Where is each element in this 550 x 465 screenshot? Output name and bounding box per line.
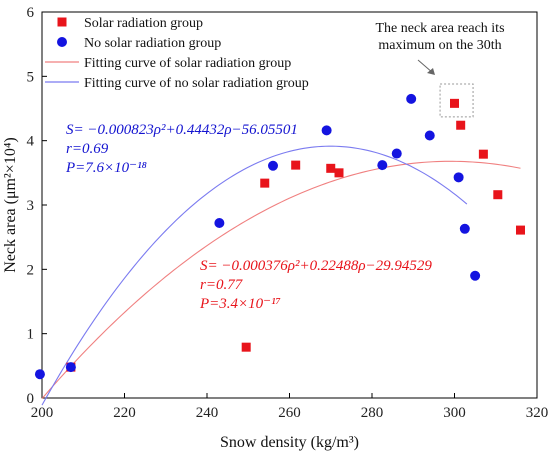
- no-solar-point-3: [214, 218, 225, 229]
- y-tick-label-4: 4: [27, 134, 35, 150]
- solar-point-4: [291, 160, 301, 170]
- solar-point-3: [260, 178, 270, 188]
- solar-point-7: [450, 98, 459, 108]
- equation-1-line-1: S= −0.000823ρ²+0.44432ρ−56.05501: [66, 122, 298, 138]
- legend-marker-solar: [57, 17, 67, 27]
- solar-point-9: [478, 149, 488, 159]
- equation-1-line-2: r=0.69: [66, 141, 109, 157]
- legend-label-2: Fitting curve of solar radiation group: [84, 56, 291, 71]
- y-tick-label-2: 2: [27, 262, 35, 278]
- y-axis-title: Neck area (μm²×10⁴): [2, 137, 19, 272]
- solar-point-8: [456, 120, 466, 130]
- no-solar-point-1: [34, 369, 45, 380]
- legend-label-3: Fitting curve of no solar radiation grou…: [84, 76, 309, 91]
- equation-2-line-3: P=3.4×10⁻¹⁷: [199, 296, 281, 312]
- x-tick-label-300: 300: [443, 405, 466, 421]
- x-tick-label-200: 200: [31, 405, 54, 421]
- no-solar-point-7: [391, 148, 402, 159]
- equation-2-line-1: S= −0.000376ρ²+0.22488ρ−29.94529: [200, 258, 432, 274]
- equation-2-line-2: r=0.77: [200, 277, 244, 293]
- y-tick-label-5: 5: [27, 69, 35, 85]
- fitting-curve-2: [41, 145, 468, 406]
- x-axis-title: Snow density (kg/m³): [220, 434, 359, 451]
- legend-label-0: Solar radiation group: [84, 16, 203, 31]
- legend-marker-no-solar: [57, 37, 67, 47]
- solar-point-2: [241, 342, 251, 352]
- annotation-line-2: maximum on the 30th: [378, 38, 501, 53]
- x-tick-label-280: 280: [361, 405, 384, 421]
- fitting-curve-1: [41, 160, 521, 399]
- legend-label-1: No solar radiation group: [84, 36, 221, 51]
- no-solar-point-6: [377, 160, 388, 171]
- solar-point-11: [516, 225, 525, 235]
- annotation-box: [439, 83, 474, 118]
- solar-point-10: [493, 190, 503, 200]
- data-points: [34, 93, 525, 380]
- x-tick-label-260: 260: [278, 405, 301, 421]
- no-solar-point-12: [470, 270, 481, 281]
- no-solar-point-9: [424, 130, 435, 141]
- solar-point-5: [326, 163, 336, 173]
- equation-1-line-3: P=7.6×10⁻¹⁸: [65, 160, 147, 176]
- fitting-curves: [41, 145, 521, 406]
- annotation-arrow-head: [427, 68, 435, 75]
- x-tick-label-320: 320: [526, 405, 549, 421]
- y-tick-label-3: 3: [27, 198, 35, 214]
- axes: 200 220 240 260 280 300 320 0 1 2 3 4 5 6 Snow density…: [2, 5, 548, 451]
- y-tick-label-1: 1: [27, 327, 35, 343]
- x-tick-label-240: 240: [196, 405, 219, 421]
- text-annotations: Solar radiation group No solar radiation …: [45, 16, 505, 312]
- legend: Solar radiation group No solar radiation …: [45, 16, 309, 91]
- no-solar-point-4: [268, 160, 278, 171]
- solar-point-6: [334, 168, 344, 178]
- no-solar-point-8: [406, 93, 417, 104]
- no-solar-point-11: [459, 223, 470, 234]
- y-tick-label-6: 6: [27, 5, 35, 21]
- no-solar-point-10: [453, 172, 464, 183]
- no-solar-point-2: [65, 362, 76, 373]
- x-tick-label-220: 220: [113, 405, 136, 421]
- y-tick-label-0: 0: [27, 391, 35, 407]
- annotation-line-1: The neck area reach its: [375, 21, 504, 36]
- no-solar-point-5: [321, 125, 332, 136]
